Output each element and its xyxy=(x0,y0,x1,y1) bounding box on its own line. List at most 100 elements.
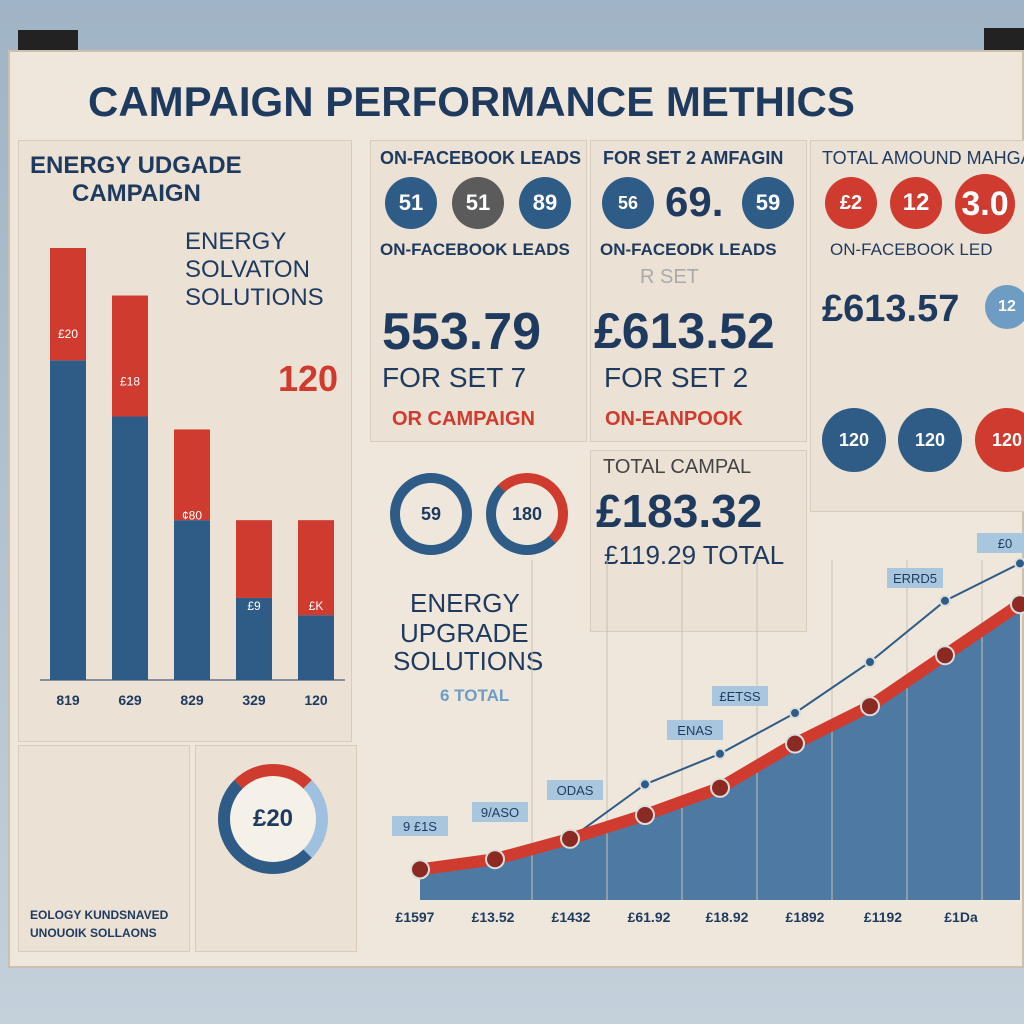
circle: 51 xyxy=(452,177,504,229)
point xyxy=(935,645,955,666)
x-tick-label: £1892 xyxy=(786,909,825,925)
point xyxy=(635,805,655,825)
brand: SOLVATON xyxy=(185,256,310,283)
circle: 56 xyxy=(602,177,654,229)
annotation: £0 xyxy=(998,536,1012,551)
x-tick-label: 819 xyxy=(56,692,80,708)
point xyxy=(789,707,801,719)
heading: TOTAL AMOUND MAHGA xyxy=(822,148,1024,168)
bar xyxy=(50,360,86,680)
point xyxy=(639,778,651,791)
bar xyxy=(298,520,334,616)
heading: ON-FACEBOOK LEADS xyxy=(380,148,582,168)
x-tick-label: £1597 xyxy=(396,909,435,925)
bar xyxy=(50,248,86,361)
set: FOR SET 7 xyxy=(382,362,527,393)
bar xyxy=(236,597,272,680)
total: £183.32 xyxy=(596,485,763,537)
amount: 553.79 xyxy=(382,303,542,361)
circle-text: 69. xyxy=(665,178,724,225)
brand: UPGRADE xyxy=(400,618,529,648)
bar xyxy=(174,520,210,680)
label: ON-FACEODK LEADS xyxy=(600,240,777,259)
footer: UNOUOIK SOLLAONS xyxy=(30,926,157,940)
label: ON-FACEBOOK LEADS xyxy=(380,240,570,259)
tag: 6 TOTAL xyxy=(440,686,510,705)
title: CAMPAIGN PERFORMANCE METHICS xyxy=(88,78,855,125)
x-tick-label: 120 xyxy=(304,692,328,708)
faint: R SET xyxy=(640,266,699,288)
circle: 3.0 xyxy=(955,174,1015,234)
bar-text: £K xyxy=(309,599,324,613)
total-label: TOTAL CAMPAL xyxy=(603,456,752,478)
bar xyxy=(112,416,148,680)
brand: ENERGY xyxy=(185,228,287,255)
callout xyxy=(887,568,943,588)
bar xyxy=(236,520,272,598)
callout xyxy=(547,780,603,800)
left-subtitle: CAMPAIGN xyxy=(72,180,201,207)
annotation: ERRD5 xyxy=(893,571,937,586)
callout xyxy=(712,686,768,706)
annotation: ENAS xyxy=(677,723,713,738)
callout xyxy=(392,816,448,836)
sub: £119.29 TOTAL xyxy=(604,540,785,570)
x-tick-label: 629 xyxy=(118,692,142,708)
bar-text: £18 xyxy=(120,375,140,389)
callout xyxy=(667,720,723,740)
brand: SOLUTIONS xyxy=(393,646,544,676)
point xyxy=(939,594,951,607)
badge: 12 xyxy=(985,285,1024,329)
point xyxy=(485,849,505,870)
x-tick-label: £13.52 xyxy=(472,909,515,925)
stat: 120 xyxy=(278,358,339,399)
donut: 59 xyxy=(390,473,472,555)
label: ON-FACEBOOK LED xyxy=(830,240,993,259)
callout xyxy=(472,802,528,822)
point xyxy=(410,859,430,880)
bar xyxy=(298,615,334,680)
x-tick-label: £1432 xyxy=(552,909,591,925)
point xyxy=(864,656,876,668)
brand: SOLUTIONS xyxy=(185,284,324,311)
note: ON-EANPOOK xyxy=(605,408,743,430)
circle: 12 xyxy=(890,177,942,229)
bl-panel xyxy=(18,745,190,952)
x-tick-label: £1Da xyxy=(944,909,978,925)
point xyxy=(785,733,805,754)
circle: 59 xyxy=(742,177,794,229)
circle: 89 xyxy=(519,177,571,229)
annotation: 9 £1S xyxy=(403,819,437,834)
point xyxy=(1010,594,1024,615)
circle: 120 xyxy=(822,408,886,472)
circle: 120 xyxy=(898,408,962,472)
bar xyxy=(112,295,148,417)
annotation: ODAS xyxy=(557,783,594,798)
circle: 51 xyxy=(385,177,437,229)
amount: £613.57 xyxy=(822,288,960,330)
callout xyxy=(977,533,1024,553)
annotation: 9/ASO xyxy=(481,805,519,820)
x-tick-label: £18.92 xyxy=(706,909,749,925)
bar xyxy=(174,429,210,521)
bar-text: £9 xyxy=(247,599,261,613)
footer: EOLOGY KUNDSNAVED xyxy=(30,908,169,922)
donut: £20 xyxy=(218,764,328,874)
brand: ENERGY xyxy=(410,588,520,618)
x-tick-label: £61.92 xyxy=(628,909,671,925)
bar-text: ¢80 xyxy=(182,508,202,522)
point xyxy=(714,747,726,760)
annotation: £ETSS xyxy=(719,689,761,704)
circle: £2 xyxy=(825,177,877,229)
amount: £613.52 xyxy=(594,303,775,359)
point xyxy=(560,828,580,849)
area xyxy=(420,604,1020,900)
x-tick-label: £1192 xyxy=(864,909,902,925)
note: OR CAMPAIGN xyxy=(392,408,535,430)
x-tick-label: 329 xyxy=(242,692,266,708)
set: FOR SET 2 xyxy=(604,362,749,393)
bar-text: £20 xyxy=(58,327,78,341)
x-tick-label: 829 xyxy=(180,692,204,708)
